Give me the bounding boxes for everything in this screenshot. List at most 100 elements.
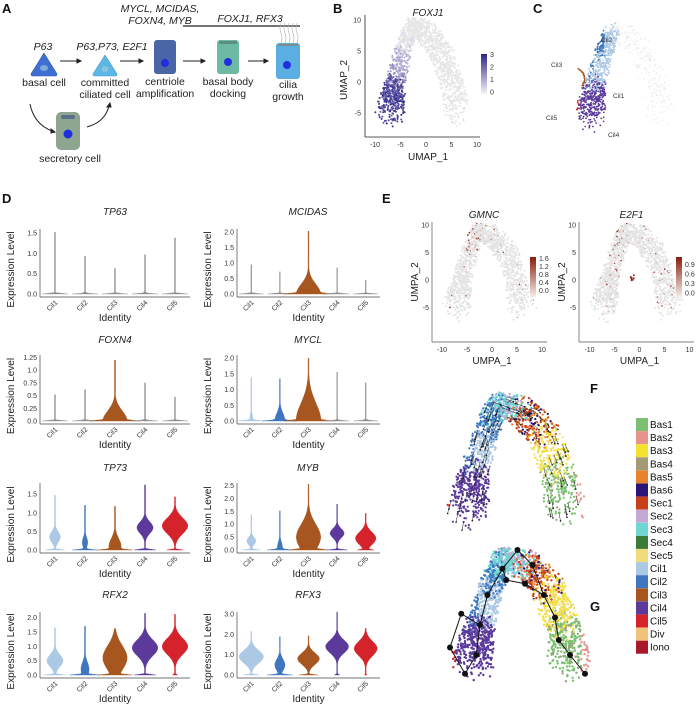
umap-point xyxy=(582,117,584,119)
x-tick-label: Cil2 xyxy=(76,680,90,694)
umap-point xyxy=(430,33,433,36)
cluster-label-cil3: Cil3 xyxy=(551,62,563,69)
umap-point xyxy=(384,92,387,94)
umap-point xyxy=(396,83,399,85)
umap-point xyxy=(439,78,442,81)
umap-point xyxy=(644,55,647,57)
umap-point xyxy=(513,248,516,251)
umap-point xyxy=(608,311,610,313)
umap-point xyxy=(518,288,521,291)
umap-point xyxy=(595,84,597,87)
umap-point xyxy=(407,51,410,54)
umap-point xyxy=(601,52,604,55)
umap-point xyxy=(637,43,640,46)
umap-point xyxy=(383,81,386,84)
umap-point xyxy=(459,277,461,280)
umap-point xyxy=(645,59,647,62)
umap-point xyxy=(466,102,469,105)
umap-point xyxy=(438,41,441,43)
umap-point xyxy=(449,57,451,60)
umap-point xyxy=(654,113,656,116)
umap-point xyxy=(394,110,397,113)
violin-cil4 xyxy=(324,267,350,295)
x-tick-label: Cil2 xyxy=(271,680,285,694)
umap-point xyxy=(409,32,412,35)
umap-point xyxy=(469,245,472,248)
violin-cil5 xyxy=(161,614,189,676)
umap-point xyxy=(432,28,435,31)
umap-point xyxy=(401,95,404,98)
umap-point xyxy=(603,88,606,91)
umap-point xyxy=(403,56,406,59)
umap-point xyxy=(462,99,465,101)
umap-point xyxy=(616,30,619,32)
violin-cil5 xyxy=(354,628,378,676)
y-tick-label: 0.0 xyxy=(224,292,234,299)
plot-title: RFX2 xyxy=(102,590,128,601)
umap-point xyxy=(615,296,618,299)
y-axis-label: Expression Level xyxy=(6,613,17,689)
umap-point xyxy=(506,238,508,241)
umap-point xyxy=(459,95,462,98)
umap-point xyxy=(590,98,592,100)
x-tick-label: Cil1 xyxy=(46,680,60,694)
umap-point xyxy=(651,55,653,58)
umap-point xyxy=(656,84,658,86)
umap-point xyxy=(651,100,654,103)
umap-point xyxy=(647,57,650,59)
umap-point xyxy=(437,75,440,78)
y-axis-label: UMAP_2 xyxy=(339,60,350,100)
umap-point xyxy=(421,19,423,22)
violin-cil3 xyxy=(288,484,329,551)
umap-point xyxy=(435,27,438,30)
umap-point xyxy=(636,67,639,69)
umap-point xyxy=(407,28,410,31)
umap-point xyxy=(624,36,627,38)
umap-point xyxy=(398,38,401,41)
umap-point xyxy=(456,268,459,271)
plot-title: MCIDAS xyxy=(289,207,328,218)
umap-point xyxy=(471,236,474,239)
umap-point xyxy=(594,48,597,51)
umap-point xyxy=(647,57,649,60)
umap-point xyxy=(656,67,659,70)
umap-point xyxy=(612,50,615,53)
umap-point xyxy=(451,69,454,72)
umap-point xyxy=(532,299,535,302)
umap-point xyxy=(405,19,408,22)
umap-point xyxy=(412,40,415,43)
umap-point xyxy=(462,283,464,285)
umap-point xyxy=(593,105,596,108)
umap-point xyxy=(464,100,467,103)
x-tick-label: -5 xyxy=(464,347,470,354)
y-axis-label: Expression Level xyxy=(203,486,214,562)
umap-point xyxy=(511,308,514,311)
umap-point xyxy=(457,310,460,313)
umap-point xyxy=(662,83,665,86)
umap-point xyxy=(615,40,617,43)
umap-point xyxy=(459,72,461,75)
umap-point xyxy=(585,81,588,84)
umap-point xyxy=(459,262,462,265)
umap-point xyxy=(406,43,409,45)
umap-point xyxy=(396,62,399,65)
x-tick-label: Cil4 xyxy=(328,555,342,569)
umap-point xyxy=(612,25,615,28)
umap-point xyxy=(492,247,495,250)
umap-point xyxy=(410,38,413,41)
umap-point xyxy=(425,22,428,25)
umap-point xyxy=(378,116,381,119)
umap-point xyxy=(390,114,393,117)
umap-point xyxy=(474,264,476,267)
umap-point xyxy=(469,252,472,255)
umap-point xyxy=(612,44,614,47)
umap-point xyxy=(453,85,455,88)
umap-point xyxy=(618,33,620,36)
umap-point xyxy=(628,43,631,46)
umap-point xyxy=(655,88,657,91)
y-tick-label: 0.0 xyxy=(27,673,37,680)
umap-point xyxy=(641,57,644,60)
y-tick-label: 0.0 xyxy=(224,673,234,680)
umap-point xyxy=(403,81,406,84)
umap-point xyxy=(641,72,644,75)
